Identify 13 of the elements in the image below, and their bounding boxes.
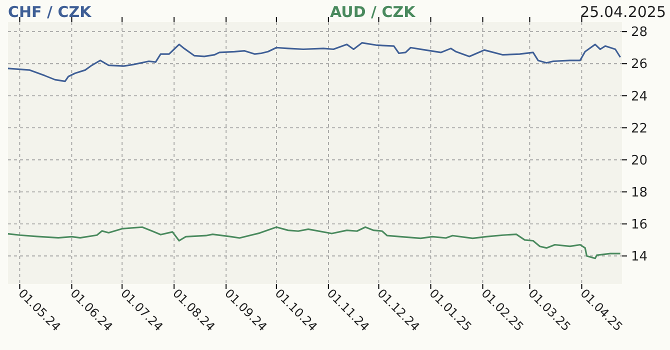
y-tick-label: 28 (631, 25, 648, 40)
text: 25.04.2025 (580, 3, 666, 21)
y-tick-label: 20 (631, 153, 648, 168)
text: AUD / CZK (330, 3, 417, 21)
line-series (7, 42, 622, 82)
y-tick-label: 24 (631, 89, 648, 104)
y-tick-label: 26 (631, 57, 648, 72)
y-tick-label: 18 (631, 185, 648, 200)
y-tick-label: 22 (631, 121, 648, 136)
y-tick-label: 14 (631, 250, 648, 265)
line-series (7, 226, 622, 260)
text: CHF / CZK (8, 3, 93, 21)
y-tick-label: 16 (631, 217, 648, 232)
